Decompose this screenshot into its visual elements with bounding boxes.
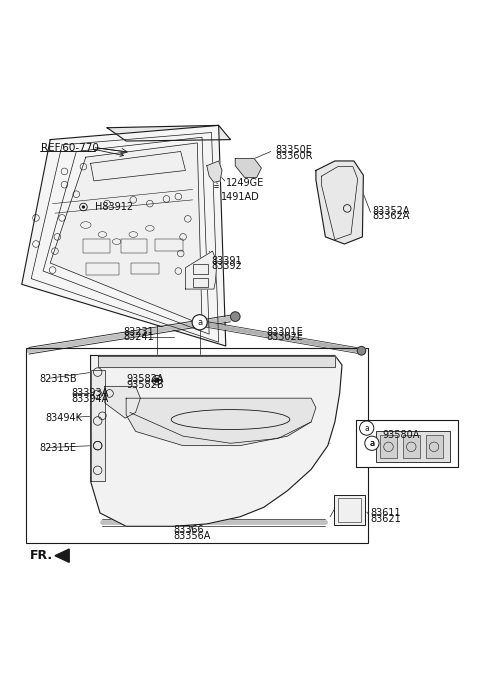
Circle shape [365, 436, 379, 450]
Text: REF.60-770: REF.60-770 [41, 143, 98, 153]
Text: 83391: 83391 [212, 255, 242, 266]
Text: 93580A: 93580A [383, 430, 420, 439]
Polygon shape [126, 398, 316, 446]
Bar [425, 435, 443, 458]
Bar [86, 263, 119, 275]
Text: 83241: 83241 [124, 332, 155, 343]
Text: 83621: 83621 [371, 513, 401, 524]
Text: a: a [364, 424, 369, 432]
Polygon shape [55, 549, 69, 563]
Text: 82315B: 82315B [40, 374, 77, 384]
Circle shape [192, 315, 207, 330]
Text: 83393A: 83393A [72, 388, 109, 399]
Bar [84, 239, 109, 253]
Text: 83356A: 83356A [174, 531, 211, 540]
Polygon shape [316, 161, 363, 244]
Bar [356, 419, 458, 467]
Polygon shape [185, 251, 216, 289]
Text: 83360R: 83360R [276, 151, 313, 161]
Polygon shape [107, 125, 230, 141]
Text: 83392: 83392 [212, 262, 242, 271]
Bar [334, 495, 365, 525]
Polygon shape [50, 143, 202, 325]
Text: 82315E: 82315E [40, 443, 77, 453]
Bar [192, 278, 208, 286]
Text: 83231: 83231 [124, 327, 155, 337]
Polygon shape [235, 158, 261, 178]
Polygon shape [22, 125, 226, 346]
Polygon shape [207, 161, 222, 182]
Text: a: a [197, 318, 202, 327]
Text: a: a [369, 439, 374, 448]
Polygon shape [91, 370, 105, 481]
Text: 83394A: 83394A [72, 394, 109, 404]
Polygon shape [97, 356, 335, 367]
Text: FR.: FR. [30, 549, 53, 562]
Bar [376, 431, 450, 462]
Bar [192, 264, 208, 274]
Text: 1491AD: 1491AD [221, 192, 260, 203]
Bar [25, 348, 368, 543]
Bar [380, 435, 397, 458]
Circle shape [83, 206, 84, 208]
Text: 83366: 83366 [174, 525, 204, 535]
Text: 83302E: 83302E [266, 332, 303, 343]
Polygon shape [105, 386, 140, 418]
Circle shape [155, 379, 159, 382]
Text: 83494K: 83494K [46, 413, 83, 423]
Text: 83301E: 83301E [266, 327, 303, 337]
Bar [403, 435, 420, 458]
Circle shape [230, 312, 240, 321]
Circle shape [357, 347, 366, 355]
Text: a: a [369, 439, 374, 448]
Text: 83362A: 83362A [373, 212, 410, 221]
Circle shape [360, 421, 374, 435]
Bar [155, 239, 183, 251]
Text: 1249GE: 1249GE [226, 179, 264, 188]
Text: H83912: H83912 [96, 203, 133, 212]
Polygon shape [91, 356, 342, 527]
Text: 93582B: 93582B [126, 380, 164, 390]
Text: 83350E: 83350E [276, 145, 312, 155]
Text: 83352A: 83352A [373, 206, 410, 216]
Bar [121, 239, 147, 253]
Text: 83611: 83611 [371, 508, 401, 518]
Bar [131, 264, 159, 274]
Bar [338, 498, 361, 522]
Text: 93582A: 93582A [126, 374, 164, 384]
